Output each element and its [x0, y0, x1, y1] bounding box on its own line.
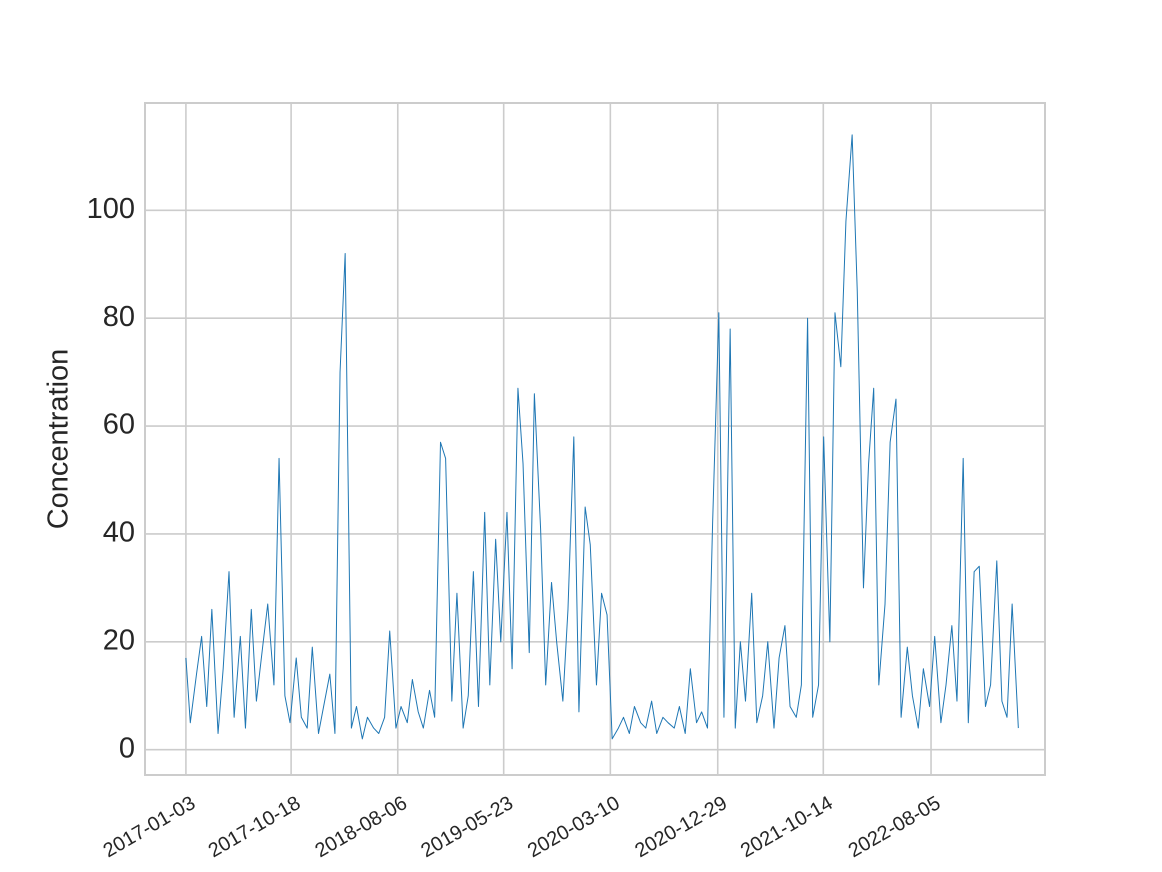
y-tick-label: 0: [119, 732, 135, 764]
y-tick-label: 40: [103, 517, 135, 549]
y-tick-label: 60: [103, 409, 135, 441]
data-line: [185, 134, 1019, 740]
y-tick-label: 20: [103, 624, 135, 656]
y-tick-label: 100: [87, 193, 135, 225]
axes-frame: [144, 102, 1046, 776]
y-tick-label: 80: [103, 301, 135, 333]
y-axis-label: Concentration: [43, 349, 75, 530]
plot-layer: [185, 134, 1019, 740]
